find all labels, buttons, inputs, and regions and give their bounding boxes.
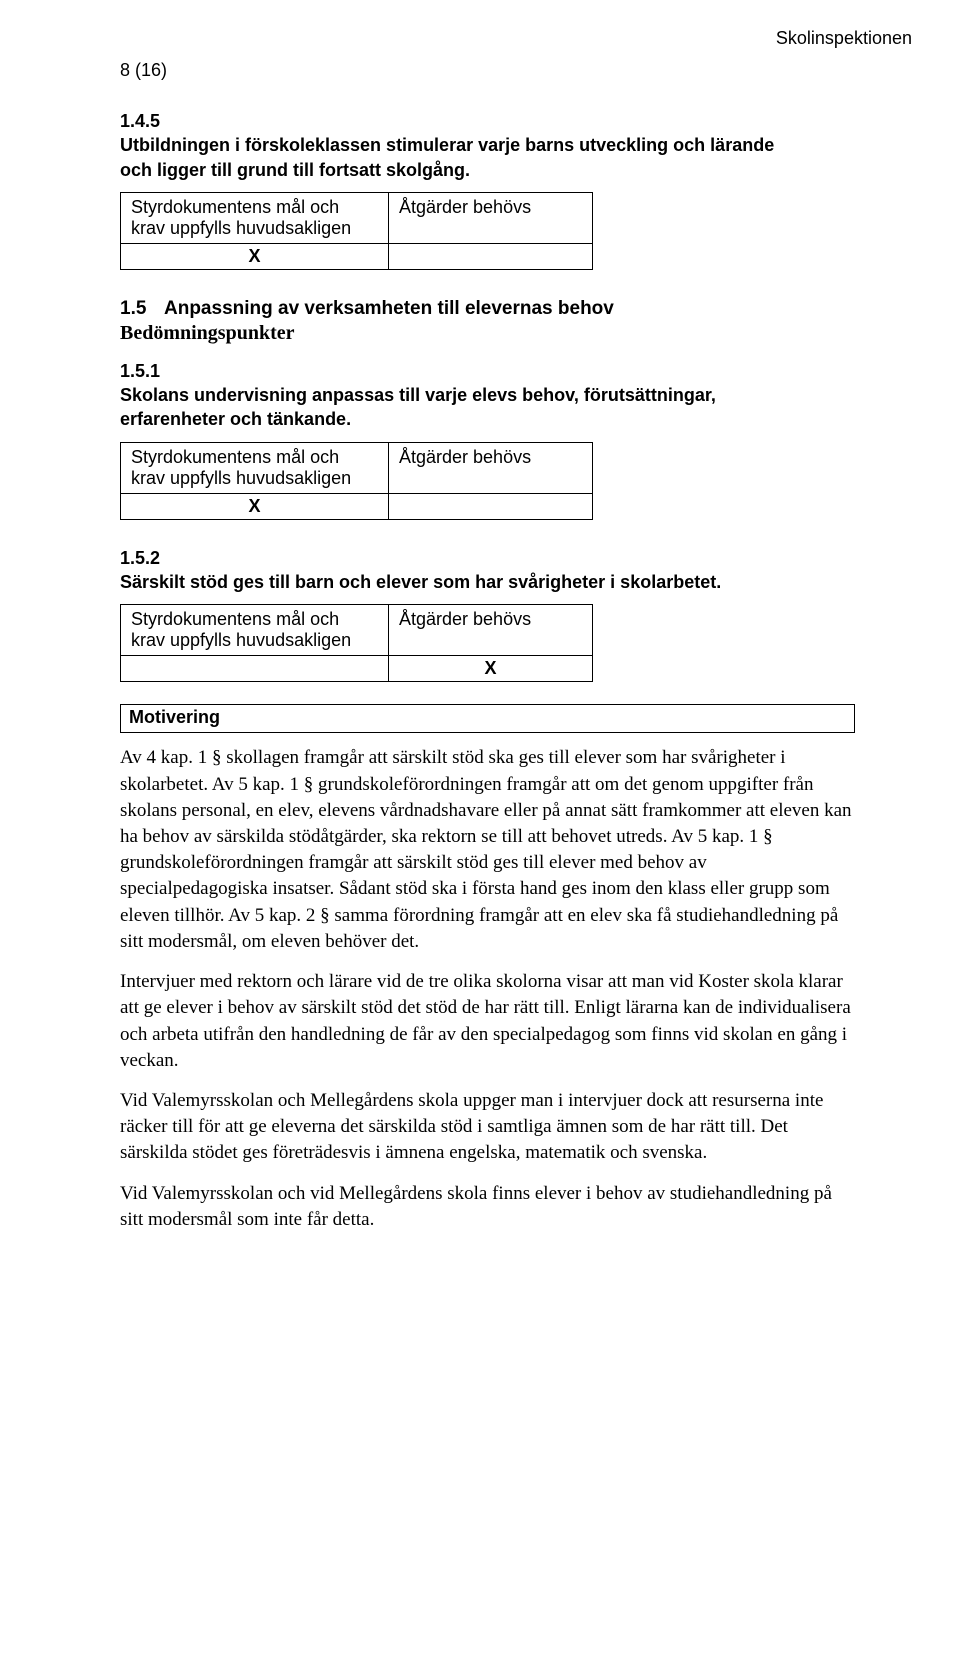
heading-number: 1.5 [120, 298, 164, 320]
document-page: Skolinspektionen 8 (16) 1.4.5 Utbildning… [0, 0, 960, 1653]
table-cell-left: Styrdokumentens mål och krav uppfylls hu… [121, 605, 389, 656]
page-number: 8 (16) [120, 60, 860, 81]
section-text: Särskilt stöd ges till barn och elever s… [120, 570, 800, 594]
motivering-paragraph-2: Intervjuer med rektorn och lärare vid de… [120, 969, 855, 1074]
section-1-4-5: 1.4.5 Utbildningen i förskoleklassen sti… [120, 109, 860, 182]
section-number: 1.5.1 [120, 359, 176, 383]
table-empty-left [121, 656, 389, 682]
assessment-table-1-5-2: Styrdokumentens mål och krav uppfylls hu… [120, 604, 593, 682]
section-number: 1.4.5 [120, 109, 176, 133]
section-number: 1.5.2 [120, 546, 176, 570]
table-empty-right [389, 243, 593, 269]
table-cell-left: Styrdokumentens mål och krav uppfylls hu… [121, 192, 389, 243]
assessment-table-1-4-5: Styrdokumentens mål och krav uppfylls hu… [120, 192, 593, 270]
table-cell-left: Styrdokumentens mål och krav uppfylls hu… [121, 442, 389, 493]
motivering-label: Motivering [120, 704, 855, 733]
table-x-right: X [389, 656, 593, 682]
table-cell-right: Åtgärder behövs [389, 442, 593, 493]
motivering-paragraph-4: Vid Valemyrsskolan och vid Mellegårdens … [120, 1181, 855, 1233]
table-cell-right: Åtgärder behövs [389, 605, 593, 656]
heading-text: Anpassning av verksamheten till eleverna… [164, 298, 614, 319]
assessment-table-1-5-1: Styrdokumentens mål och krav uppfylls hu… [120, 442, 593, 520]
table-x-left: X [121, 243, 389, 269]
table-empty-right [389, 493, 593, 519]
motivering-paragraph-1: Av 4 kap. 1 § skollagen framgår att särs… [120, 745, 855, 955]
section-1-5-heading: 1.5Anpassning av verksamheten till eleve… [120, 298, 860, 320]
section-text: Utbildningen i förskoleklassen stimulera… [120, 133, 800, 182]
table-x-left: X [121, 493, 389, 519]
motivering-paragraph-3: Vid Valemyrsskolan och Mellegårdens skol… [120, 1088, 855, 1167]
header-org: Skolinspektionen [776, 28, 912, 49]
section-text: Skolans undervisning anpassas till varje… [120, 383, 800, 432]
section-1-5-1: 1.5.1 Skolans undervisning anpassas till… [120, 359, 860, 432]
table-cell-right: Åtgärder behövs [389, 192, 593, 243]
subheading-bedomningspunkter: Bedömningspunkter [120, 322, 860, 345]
section-1-5-2: 1.5.2 Särskilt stöd ges till barn och el… [120, 546, 860, 595]
